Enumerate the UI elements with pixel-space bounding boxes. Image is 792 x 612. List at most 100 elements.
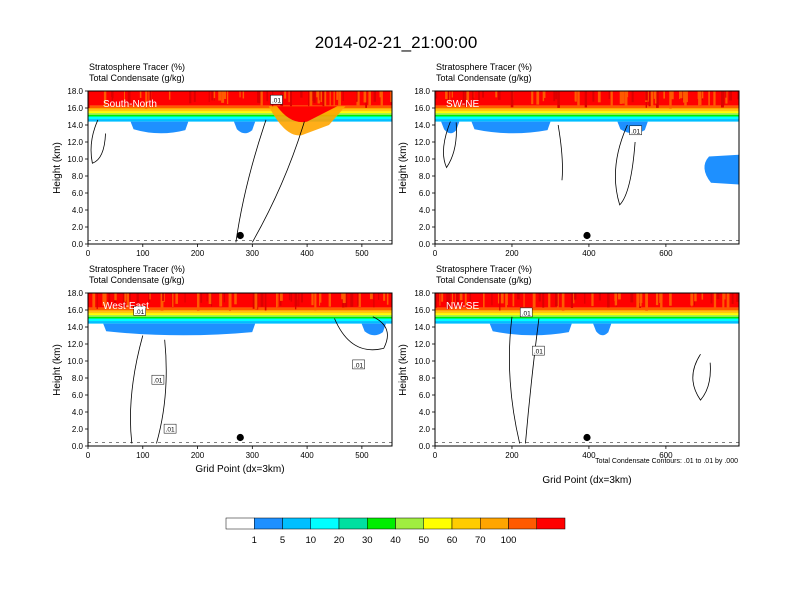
x-tick-label: 200 bbox=[191, 249, 205, 258]
condensate-contour bbox=[692, 353, 711, 401]
x-tick-label: 0 bbox=[86, 249, 91, 258]
tracer-streak bbox=[462, 91, 465, 105]
x-tick-label: 200 bbox=[191, 451, 205, 460]
tracer-streak bbox=[555, 293, 558, 307]
plot-content bbox=[435, 293, 739, 446]
tracer-streak bbox=[608, 91, 611, 99]
tracer-band bbox=[88, 116, 392, 120]
tracer-streak bbox=[218, 91, 222, 101]
tracer-streak bbox=[139, 91, 142, 98]
y-tick-label: 6.0 bbox=[419, 189, 431, 198]
tracer-streak bbox=[277, 293, 279, 307]
plot-frame bbox=[87, 292, 393, 447]
plot-frame bbox=[87, 90, 393, 245]
main-title: 2014-02-21_21:00:00 bbox=[315, 33, 478, 52]
y-tick-label: 18.0 bbox=[67, 289, 83, 298]
x-tick-label: 500 bbox=[355, 249, 369, 258]
y-tick-label: 14.0 bbox=[67, 121, 83, 130]
contour-label: .01 bbox=[153, 378, 162, 385]
tracer-band bbox=[435, 116, 739, 120]
tracer-streak bbox=[126, 293, 130, 311]
x-tick-label: 600 bbox=[659, 249, 673, 258]
y-tick-label: 4.0 bbox=[72, 408, 84, 417]
x-tick-label: 400 bbox=[582, 451, 596, 460]
tracer-streak bbox=[319, 293, 321, 306]
tracer-streak bbox=[592, 91, 595, 102]
tracer-band bbox=[88, 91, 392, 106]
tracer-band bbox=[435, 307, 739, 310]
x-tick-label: 300 bbox=[246, 249, 260, 258]
tracer-streak bbox=[469, 293, 472, 302]
y-tick-label: 4.0 bbox=[419, 206, 431, 215]
tracer-streak bbox=[648, 91, 651, 107]
tracer-streak bbox=[279, 293, 283, 301]
tracer-streak bbox=[328, 293, 331, 307]
x-tick-label: 0 bbox=[433, 249, 438, 258]
tracer-streak bbox=[591, 293, 594, 307]
low-tracer-patch bbox=[130, 121, 189, 134]
tracer-streak bbox=[308, 91, 310, 108]
colorbar-swatch bbox=[395, 517, 424, 530]
panel-subtitle-tracer: Stratosphere Tracer (%) bbox=[89, 264, 185, 274]
tracer-streak bbox=[260, 293, 264, 307]
tracer-streak bbox=[656, 91, 659, 108]
y-tick-label: 0.0 bbox=[419, 240, 431, 249]
tracer-streak bbox=[491, 293, 493, 306]
tracer-band bbox=[435, 293, 739, 308]
tracer-streak bbox=[383, 293, 386, 301]
tracer-band bbox=[435, 113, 739, 115]
colorbar-label: 40 bbox=[390, 535, 401, 546]
tracer-streak bbox=[729, 91, 733, 101]
tracer-streak bbox=[571, 293, 575, 304]
plot-area: .01 .01 .01 .01 0.0 2.0 4.0 6.0 8.0 10.0 12.0 14.0 1… bbox=[67, 289, 393, 460]
y-axis-label: Height (km) bbox=[52, 344, 63, 396]
y-tick-label: 18.0 bbox=[414, 289, 430, 298]
colorbar-label: 20 bbox=[334, 535, 345, 546]
tracer-streak bbox=[223, 293, 226, 303]
tracer-streak bbox=[660, 293, 663, 309]
tracer-streak bbox=[298, 293, 300, 307]
tracer-streak bbox=[96, 293, 98, 310]
contour-label-box bbox=[163, 423, 177, 434]
panel-subtitle-condensate: Total Condensate (g/kg) bbox=[436, 275, 532, 285]
colorbar-swatch bbox=[536, 517, 566, 530]
plot-content bbox=[88, 91, 392, 244]
y-axis-label: Height (km) bbox=[52, 142, 63, 194]
tracer-streak bbox=[357, 91, 360, 104]
tracer-streak bbox=[356, 91, 358, 102]
tracer-streak bbox=[690, 293, 694, 306]
tracer-band bbox=[88, 113, 392, 115]
tracer-band bbox=[88, 311, 392, 314]
tracer-streak bbox=[725, 91, 727, 98]
y-tick-label: 12.0 bbox=[414, 138, 430, 147]
tracer-streak bbox=[288, 91, 290, 103]
tracer-streak bbox=[184, 293, 186, 303]
condensate-contour bbox=[130, 335, 144, 444]
tracer-streak bbox=[570, 293, 574, 308]
y-tick-label: 16.0 bbox=[414, 104, 430, 113]
tracer-streak bbox=[683, 91, 686, 103]
low-tracer-patch bbox=[593, 323, 612, 336]
tracer-streak bbox=[459, 293, 461, 301]
colorbar-label: 5 bbox=[280, 535, 285, 546]
tracer-streak bbox=[172, 293, 174, 307]
y-tick-label: 2.0 bbox=[72, 223, 84, 232]
contour-label: .01 bbox=[166, 427, 175, 434]
tracer-streak bbox=[369, 293, 373, 300]
tracer-streak bbox=[639, 293, 643, 304]
low-tracer-patch bbox=[441, 121, 460, 134]
tracer-streak bbox=[168, 91, 171, 100]
x-tick-label: 400 bbox=[300, 451, 314, 460]
y-tick-label: 10.0 bbox=[414, 155, 430, 164]
colorbar-swatch bbox=[254, 517, 283, 530]
low-tracer-patch bbox=[103, 323, 256, 336]
tracer-streak bbox=[175, 293, 178, 304]
tracer-streak bbox=[497, 91, 501, 100]
tracer-streak bbox=[213, 91, 216, 99]
tracer-streak bbox=[333, 91, 335, 109]
panel-sw-ne: Stratosphere Tracer (%) Total Condensate… bbox=[398, 62, 740, 258]
low-tracer-patch bbox=[361, 323, 386, 336]
tracer-streak bbox=[193, 91, 196, 102]
tracer-streak bbox=[221, 91, 225, 103]
